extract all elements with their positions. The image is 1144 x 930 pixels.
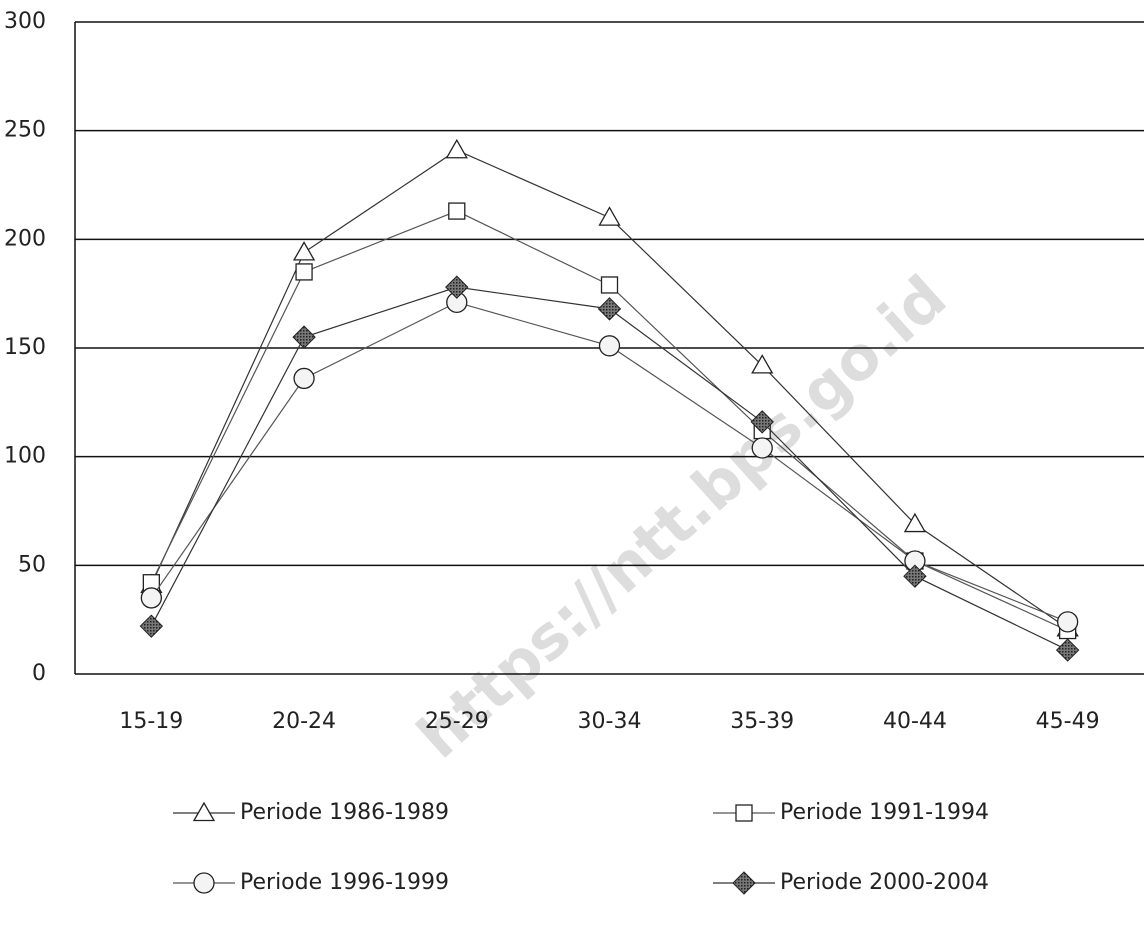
legend-marker <box>193 872 215 894</box>
marker <box>140 587 163 609</box>
legend-label: Periode 1991-1994 <box>780 800 989 825</box>
y-tick-label: 200 <box>4 226 46 251</box>
y-tick-label: 100 <box>4 444 46 469</box>
marker <box>903 564 927 588</box>
marker <box>750 410 774 434</box>
marker <box>293 367 315 390</box>
y-tick-label: 250 <box>4 118 46 143</box>
x-tick-label: 35-39 <box>730 709 794 734</box>
marker <box>751 437 773 459</box>
marker <box>751 354 774 374</box>
marker <box>1056 611 1079 633</box>
legend-label: Periode 1986-1989 <box>240 800 449 825</box>
marker <box>445 275 469 299</box>
x-tick-label: 45-49 <box>1036 709 1100 734</box>
marker <box>597 297 622 321</box>
marker <box>1055 638 1080 662</box>
x-tick-label: 30-34 <box>578 709 642 734</box>
x-tick-label: 15-19 <box>119 709 183 734</box>
marker <box>445 138 468 159</box>
marker <box>295 263 313 281</box>
legend-marker <box>192 801 216 822</box>
marker <box>598 206 621 226</box>
marker <box>448 202 466 220</box>
legend-marker <box>735 804 753 822</box>
legend-marker <box>732 871 756 895</box>
x-tick-label: 20-24 <box>272 709 336 734</box>
marker <box>598 335 621 357</box>
watermark: https://ntt.bps.go.id <box>405 262 960 772</box>
y-tick-label: 0 <box>32 661 46 686</box>
y-tick-label: 300 <box>4 9 46 34</box>
marker <box>600 276 619 294</box>
marker <box>292 325 316 349</box>
x-tick-label: 40-44 <box>883 709 947 734</box>
legend-label: Periode 2000-2004 <box>780 870 989 895</box>
y-tick-label: 50 <box>18 552 46 577</box>
legend-label: Periode 1996-1999 <box>240 870 449 895</box>
marker <box>292 241 316 261</box>
x-tick-label: 25-29 <box>425 709 489 734</box>
marker <box>139 614 164 638</box>
marker <box>903 512 927 533</box>
y-tick-label: 150 <box>4 335 46 360</box>
